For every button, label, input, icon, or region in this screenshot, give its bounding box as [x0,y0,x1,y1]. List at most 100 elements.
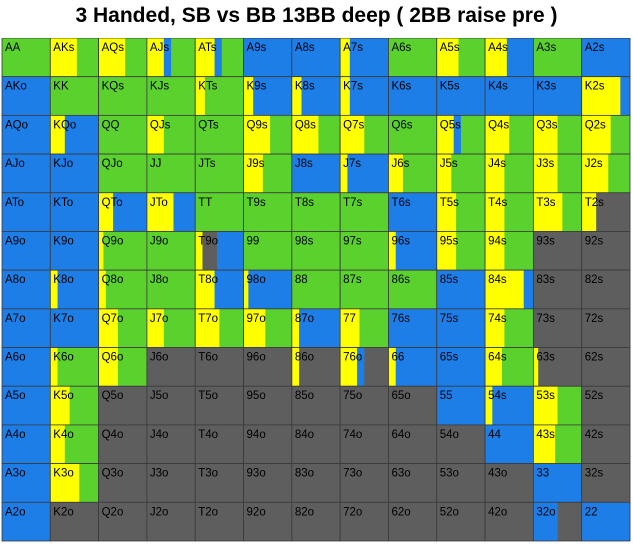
hand-label: T9o [198,235,218,247]
cell-segment-blue [357,347,365,387]
hand-cell-62o: 62o [388,501,438,542]
hand-label: A4s [488,42,508,54]
hand-label: AKo [5,81,27,93]
cell-segment-green [163,308,196,348]
hand-cell-85o: 85o [291,385,341,426]
hand-cell-QJs: QJs [146,114,196,155]
hand-label: QTs [198,119,219,131]
cell-segment-green [460,115,486,155]
cell-segment-green [265,308,293,348]
hand-label: 44 [488,429,501,441]
hand-cell-A6s: A6s [388,38,438,78]
cell-segment-blue [2,270,51,309]
hand-label: T4o [198,429,218,441]
hand-label: ATo [5,197,24,209]
hand-cell-A7o: A7o [1,308,51,348]
hand-cell-AJo: AJo [1,153,51,194]
hand-label: 95o [247,390,266,402]
cell-segment-green [340,270,389,309]
hand-cell-74s: 74s [484,308,534,348]
hand-label: 98s [295,235,314,247]
cell-segment-blue [2,231,51,271]
cell-segment-blue [173,192,196,232]
cell-segment-gray [291,502,341,541]
hand-label: A7o [5,313,25,325]
hand-cell-T5o: T5o [194,385,244,426]
cell-segment-gray [340,463,389,503]
cell-segment-gray [436,463,486,503]
hand-cell-Q8o: Q8o [98,269,148,310]
cell-segment-yellow [291,115,319,155]
hand-label: 42o [488,506,507,518]
hand-cell-87o: 87o [291,308,341,348]
hand-label: J7s [343,158,361,170]
hand-label: T7s [343,197,362,209]
hand-cell-K6s: K6s [388,76,438,116]
cell-segment-gray [146,386,196,425]
hand-label: 76s [391,313,410,325]
hand-label: 43s [536,429,555,441]
cell-segment-yellow [533,115,558,155]
cell-segment-green [221,38,244,77]
hand-cell-QQ: QQ [98,114,148,155]
cell-segment-gray [340,502,389,541]
hand-label: 52s [585,390,604,402]
hand-label: T3s [536,197,555,209]
cell-segment-gray [538,347,583,387]
hand-cell-J2o: J2o [146,501,196,542]
hand-label: 72o [343,506,362,518]
cell-segment-green [533,38,583,77]
cell-segment-yellow [581,76,621,116]
cell-segment-green [504,192,534,232]
hand-cell-J6s: J6s [388,153,438,194]
cell-segment-yellow [485,347,503,387]
cell-segment-green [340,231,389,271]
hand-label: A4o [5,429,25,441]
hand-cell-Q9s: Q9s [243,114,293,155]
hand-cell-AQs: AQs [98,38,148,78]
hand-label: TT [198,197,212,209]
hand-label: J7o [150,313,169,325]
hand-label: T5s [440,197,459,209]
cell-segment-gray [340,424,389,464]
hand-cell-63o: 63o [388,463,438,503]
cell-segment-yellow [291,347,300,387]
cell-segment-blue [301,76,341,116]
hand-label: Q5s [440,119,461,131]
hand-label: K7s [343,81,363,93]
hand-cell-86o: 86o [291,347,341,387]
cell-segment-yellow [243,154,264,193]
cell-segment-blue [395,231,438,271]
cell-segment-green [504,308,534,348]
hand-range-grid: AA AKs AQs AJs ATs A9s A8s A7s A6s A5s A4s A3s A2s AK… [1,38,631,542]
hand-label: 72s [585,313,604,325]
hand-label: JTo [150,197,168,209]
hand-label: A5s [440,42,460,54]
cell-segment-gray [436,502,486,541]
hand-label: 92o [247,506,266,518]
cell-segment-green [2,38,51,77]
hand-cell-J4s: J4s [484,153,534,194]
hand-cell-84s: 84s [484,269,534,310]
hand-cell-QJo: QJo [98,153,148,194]
cell-segment-green [557,115,583,155]
cell-segment-green [340,192,389,232]
hand-cell-T7o: T7o [194,308,244,348]
hand-label: 74s [488,313,507,325]
cell-segment-yellow [50,424,66,464]
hand-cell-T6s: T6s [388,192,438,232]
hand-label: K7o [53,313,73,325]
cell-segment-yellow [195,231,203,271]
cell-segment-green [555,424,583,464]
hand-label: Q3s [536,119,557,131]
cell-segment-blue [248,270,293,309]
hand-label: K2s [585,81,605,93]
hand-cell-K2s: K2s [581,76,631,116]
hand-label: QJo [102,158,123,170]
cell-segment-blue [492,386,534,425]
hand-cell-QTo: QTo [98,192,148,232]
cell-segment-blue [436,347,486,387]
hand-label: 83s [536,274,555,286]
cell-segment-gray [581,463,631,503]
hand-cell-A8o: A8o [1,269,51,310]
